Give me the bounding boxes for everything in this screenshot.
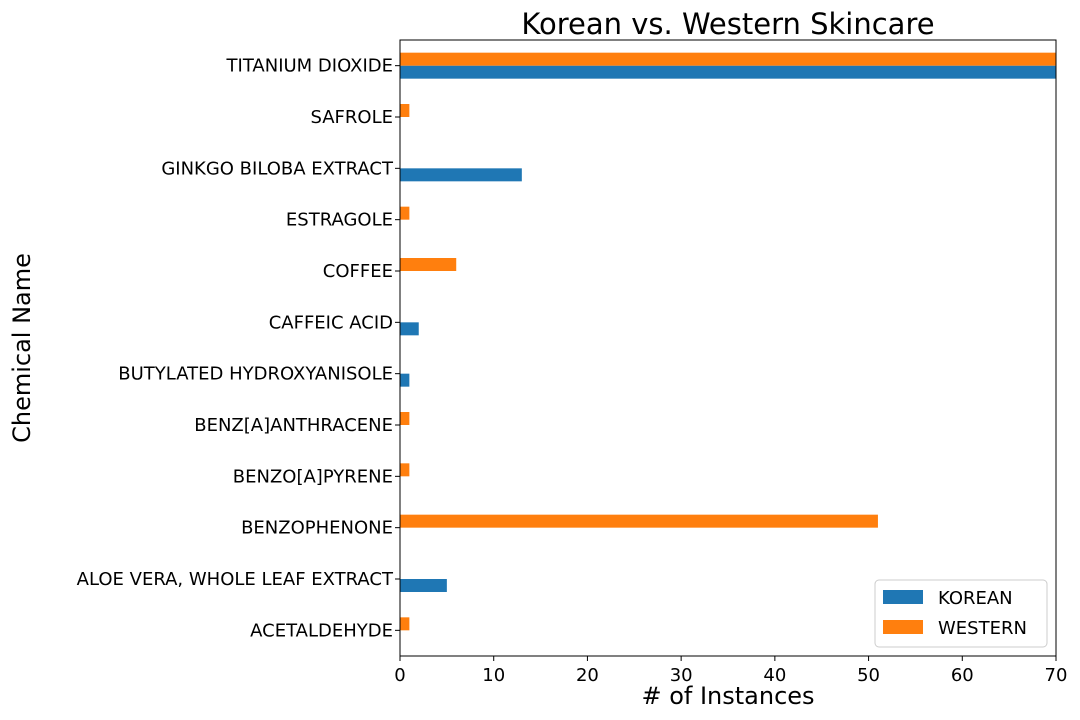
x-axis-label: # of Instances [641,682,814,710]
y-tick-label: GINKGO BILOBA EXTRACT [161,158,394,179]
bar-korean-titanium-dioxide [400,65,1056,79]
bar-western-benz-a-anthracene [400,412,410,425]
x-tick-label: 0 [394,665,405,686]
y-tick-label: BENZO[A]PYRENE [233,466,393,487]
x-tick-label: 70 [1045,665,1068,686]
y-tick-label: TITANIUM DIOXIDE [226,56,393,77]
y-tick-label: SAFROLE [310,107,393,128]
y-tick-label: ACETALDEHYDE [250,620,393,641]
x-tick-label: 30 [670,665,693,686]
x-tick-label: 60 [951,665,974,686]
chart-title: Korean vs. Western Skincare [521,7,934,41]
y-tick-label: BUTYLATED HYDROXYANISOLE [118,364,393,385]
legend-swatch-korean [883,590,923,604]
bar-korean-butylated-hydroxyanisole [400,373,410,387]
bar-western-estragole [400,206,410,220]
bar-western-titanium-dioxide [400,52,1056,66]
plot-frame [399,39,1057,657]
bar-korean-caffeic-acid [400,322,419,336]
bar-western-acetaldehyde [400,617,410,631]
bars-layer [400,52,1056,631]
bar-western-coffee [400,258,457,271]
y-axis: ACETALDEHYDE ALOE VERA, WHOLE LEAF EXTRAC… [77,56,400,641]
y-axis-label: Chemical Name [8,253,36,443]
x-tick-label: 10 [482,665,505,686]
legend-swatch-western [883,620,923,634]
y-tick-label: ALOE VERA, WHOLE LEAF EXTRACT [77,569,394,590]
legend-label-korean: KOREAN [938,588,1013,609]
x-tick-label: 50 [857,665,880,686]
legend-label-western: WESTERN [938,618,1027,639]
x-tick-label: 20 [576,665,599,686]
x-tick-label: 40 [763,665,786,686]
y-tick-label: CAFFEIC ACID [269,312,393,333]
y-tick-label: COFFEE [323,261,393,282]
bar-western-safrole [400,104,410,117]
y-tick-label: ESTRAGOLE [286,210,393,231]
x-axis: 0 10 20 30 40 50 60 70 [394,656,1067,686]
bar-korean-aloe-vera-whole-leaf-extract [400,579,447,592]
bar-western-benzophenone [400,514,878,528]
y-tick-label: BENZ[A]ANTHRACENE [194,415,393,436]
legend: KOREAN WESTERN [874,579,1048,648]
y-tick-label: BENZOPHENONE [241,518,393,539]
bar-korean-ginkgo-biloba-extract [400,168,522,182]
bar-western-benzo-a-pyrene [400,463,410,477]
